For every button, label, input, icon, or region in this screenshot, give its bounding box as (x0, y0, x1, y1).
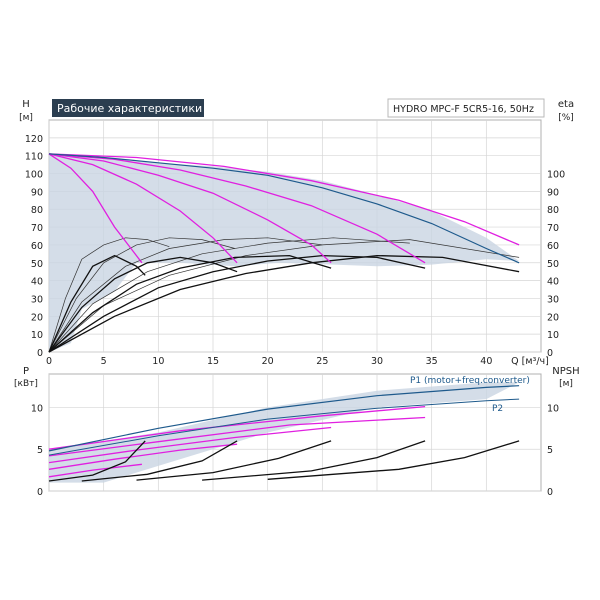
y2-tick-label: 0 (547, 348, 553, 359)
y2-tick-label: 10 (547, 330, 559, 341)
efficiency-curve (48, 254, 520, 353)
y2-tick-label: 80 (547, 205, 559, 216)
x-tick-label: 20 (262, 356, 274, 367)
y2-tick-label: 40 (547, 277, 559, 288)
y2-tick-label: 60 (547, 241, 559, 252)
y-tick-label: 20 (31, 312, 43, 323)
operating-range-band (49, 153, 520, 352)
y2-axis-unit: [м] (559, 379, 573, 389)
pump-head-curve (48, 153, 332, 264)
npsh-curve (202, 440, 426, 481)
y2-tick-label: 30 (547, 294, 559, 305)
y-tick-label: 70 (31, 223, 43, 234)
y-axis-unit: [м] (19, 113, 33, 123)
chart-title: Рабочие характеристики (57, 102, 202, 115)
y-axis-label: H (22, 99, 30, 110)
y-tick-label: 10 (31, 403, 43, 414)
y-tick-label: 5 (37, 445, 43, 456)
y-tick-label: 100 (25, 170, 43, 181)
pump-power-curve (48, 443, 238, 470)
pump-head-curve (48, 153, 426, 264)
y2-tick-label: 0 (547, 487, 553, 498)
x-tick-label: 30 (371, 356, 383, 367)
npsh-curve (136, 440, 332, 481)
y-tick-label: 40 (31, 277, 43, 288)
y2-axis-unit: [%] (558, 113, 574, 123)
efficiency-curve (48, 256, 238, 353)
x-tick-label: 10 (152, 356, 164, 367)
y-tick-label: 60 (31, 241, 43, 252)
y-tick-label: 0 (37, 348, 43, 359)
power-range-band (49, 382, 520, 483)
x-tick-label: 35 (426, 356, 438, 367)
p2-curve-label: P2 (492, 404, 503, 414)
model-label: HYDRO MPC-F 5CR5-16, 50Hz (393, 104, 534, 115)
x-tick-label: 15 (207, 356, 219, 367)
model-label-box (387, 98, 545, 118)
y-tick-label: 50 (31, 259, 43, 270)
chart-title-background (52, 99, 204, 117)
y-axis-unit: [кВт] (14, 379, 38, 389)
p1-curve-label: P1 (motor+freq.converter) (410, 376, 530, 386)
y2-tick-label: 50 (547, 259, 559, 270)
npsh-curve (48, 440, 146, 482)
y2-tick-label: 90 (547, 187, 559, 198)
pump-power-curve (48, 405, 426, 450)
pump-head-curve (48, 153, 238, 264)
x-tick-label: 40 (480, 356, 492, 367)
y2-tick-label: 70 (547, 223, 559, 234)
pump-power-curve (48, 416, 426, 457)
pump-power-curve (48, 426, 332, 464)
x-tick-label: 25 (316, 356, 328, 367)
pump-head-curve (48, 153, 143, 264)
y2-axis-label: NPSH (552, 366, 579, 377)
y2-tick-label: 100 (547, 170, 565, 181)
y-axis-label: P (23, 366, 29, 377)
y-tick-label: 120 (25, 134, 43, 145)
p2-curve (48, 398, 520, 456)
y2-axis-label: eta (558, 99, 574, 110)
y2-tick-label: 10 (547, 403, 559, 414)
efficiency-thin-curve (48, 237, 235, 353)
efficiency-thin-curve (48, 237, 410, 353)
head-efficiency-chart: 0102030405060708090100110120010203040506… (19, 99, 574, 367)
pump-head-curve (48, 153, 520, 246)
power-npsh-chart: P1 (motor+freq.converter) P2 0 5 10 0 5 10 P [кВт… (14, 366, 580, 498)
y2-tick-label: 20 (547, 312, 559, 323)
x-tick-label: 0 (46, 356, 52, 367)
npsh-curve (267, 440, 520, 480)
efficiency-thin-curve (48, 237, 170, 353)
y-tick-label: 80 (31, 205, 43, 216)
y-tick-label: 0 (37, 487, 43, 498)
y-tick-label: 10 (31, 330, 43, 341)
x-tick-label: 5 (101, 356, 107, 367)
max-head-envelope (48, 153, 520, 264)
y-tick-label: 90 (31, 187, 43, 198)
p1-curve (48, 385, 520, 452)
pump-power-curve (48, 463, 142, 478)
npsh-curve (81, 440, 238, 482)
y-tick-label: 30 (31, 294, 43, 305)
efficiency-curve (48, 254, 332, 353)
y2-tick-label: 5 (547, 445, 553, 456)
y-tick-label: 110 (25, 152, 43, 163)
x-axis-label: Q [м³/ч] (511, 356, 549, 367)
efficiency-thin-curve (48, 237, 323, 353)
